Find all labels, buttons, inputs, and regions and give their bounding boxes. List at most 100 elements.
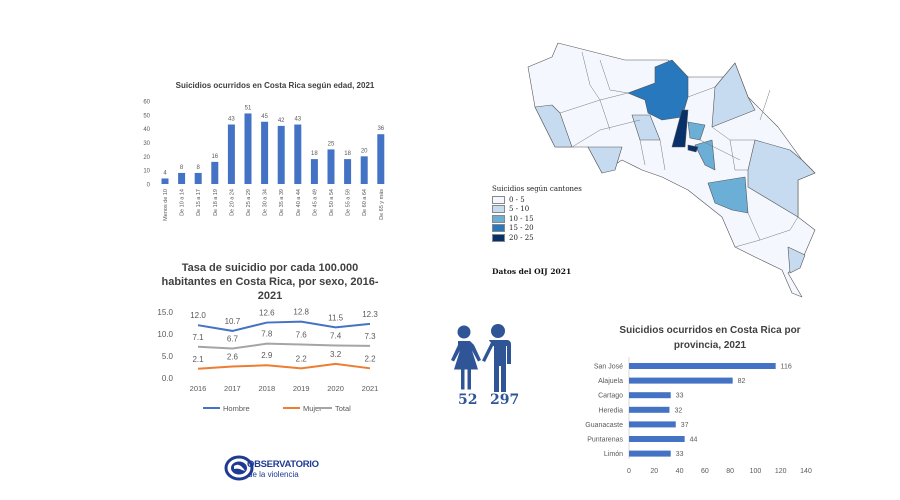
data-label: 25 xyxy=(328,141,335,147)
data-label: 18 xyxy=(344,151,351,157)
x-tick-label: 40 xyxy=(676,468,684,475)
x-tick-label: 2021 xyxy=(362,384,379,393)
x-tick-label: De 50 a 54 xyxy=(329,189,335,216)
rate-chart-title-line: Tasa de suicidio por cada 100.000 xyxy=(181,262,359,274)
legend-swatch xyxy=(492,205,505,214)
data-label: 16 xyxy=(211,154,218,160)
x-tick-label: De 30 a 34 xyxy=(263,189,269,216)
legend-label: 5 - 10 xyxy=(509,205,530,214)
bar xyxy=(629,406,670,413)
y-tick-label: 20 xyxy=(143,155,150,161)
x-tick-label: Menos de 10 xyxy=(163,189,169,221)
bar xyxy=(360,156,368,184)
x-tick-label: 2016 xyxy=(190,384,207,393)
y-tick-label: Alajuela xyxy=(598,378,623,385)
data-label: 3.2 xyxy=(330,350,342,359)
data-label: 18 xyxy=(311,151,318,157)
data-label: 42 xyxy=(278,118,285,124)
x-tick-label: 2018 xyxy=(258,384,275,393)
map-region-light xyxy=(711,62,756,128)
y-tick-label: 0 xyxy=(147,183,151,189)
y-tick-label: Cartago xyxy=(598,393,623,400)
data-label: 45 xyxy=(261,114,268,120)
rate-chart-title: Tasa de suicidio por cada 100.000 habita… xyxy=(150,261,390,303)
data-label: 36 xyxy=(377,126,384,132)
age-chart-title: Suicidios ocurridos en Costa Rica según … xyxy=(175,81,375,90)
data-label: 6.7 xyxy=(227,335,239,344)
data-label: 20 xyxy=(361,148,368,154)
bar xyxy=(244,113,252,184)
data-label: 37 xyxy=(681,422,689,429)
legend-label: 0 - 5 xyxy=(509,195,525,204)
x-tick-label: De 25 a 29 xyxy=(246,189,252,216)
legend-swatch xyxy=(492,214,505,223)
rate-line-chart: 0.0 5.0 10.0 15.0 2016 2017 2018 2019 2020 2021 12… xyxy=(157,308,379,413)
data-label: 116 xyxy=(781,364,792,371)
map-legend-item: 10 - 15 xyxy=(492,214,582,224)
bar xyxy=(327,149,335,184)
bar xyxy=(194,172,202,184)
rate-chart-title-line: 2021 xyxy=(257,290,283,302)
x-tick-label: 2020 xyxy=(327,384,344,393)
bar xyxy=(277,125,285,184)
province-bar-chart: San José 116 Alajuela 82 Cartago 33 Heredia 32 G… xyxy=(585,357,812,475)
x-tick-label: 80 xyxy=(726,468,734,475)
x-tick-label: 100 xyxy=(750,468,762,475)
bar xyxy=(211,161,219,184)
bar xyxy=(377,134,385,184)
x-tick-label: 120 xyxy=(775,468,787,475)
data-label: 2.9 xyxy=(261,351,273,360)
x-tick-label: De 18 a 19 xyxy=(213,189,219,216)
legend-swatch xyxy=(492,195,505,204)
data-label: 12.8 xyxy=(293,308,309,317)
male-count: 297 xyxy=(490,392,520,408)
bar xyxy=(294,124,302,184)
x-tick-label: De 10 a 14 xyxy=(180,189,186,216)
x-tick-label: De 35 a 39 xyxy=(279,189,285,216)
bar xyxy=(629,363,776,369)
y-tick-label: Limón xyxy=(604,451,623,458)
bar xyxy=(344,159,352,184)
y-tick-label: 0.0 xyxy=(162,374,174,383)
logo-emblem-icon xyxy=(224,455,254,481)
map-region-light xyxy=(747,139,816,218)
bar xyxy=(261,121,269,184)
data-label: 33 xyxy=(676,451,684,458)
map-region-medium xyxy=(694,139,716,171)
x-tick-label: De 40 a 44 xyxy=(296,189,302,216)
bar xyxy=(178,172,186,184)
legend-label: 10 - 15 xyxy=(509,214,534,223)
x-tick-label: 2019 xyxy=(293,384,310,393)
bar xyxy=(629,421,676,428)
province-chart-title-line: Suicidios ocurridos en Costa Rica por xyxy=(619,325,801,336)
bar xyxy=(161,178,169,184)
data-label: 7.3 xyxy=(364,332,376,341)
data-label: 32 xyxy=(674,407,682,414)
map-legend-item: 0 - 5 xyxy=(492,195,582,205)
x-tick-label: 2017 xyxy=(224,384,241,393)
map-region-darkest xyxy=(671,109,689,148)
legend-swatch xyxy=(492,224,505,233)
y-tick-label: Puntarenas xyxy=(587,437,623,444)
bar xyxy=(629,392,671,399)
series-line-mujer xyxy=(197,362,371,370)
y-tick-label: 5.0 xyxy=(162,352,174,361)
data-label: 43 xyxy=(294,117,301,123)
map-region-medium xyxy=(707,176,749,214)
age-bar-chart: 0 10 20 30 40 50 60 4 Menos de 10 8 De 10 a 14 8 De … xyxy=(143,100,385,221)
x-tick-label: De 45 a 49 xyxy=(312,189,318,216)
x-tick-label: De 55 a 59 xyxy=(346,189,352,216)
x-tick-label: De 65 y más xyxy=(379,189,385,220)
data-label: 2.6 xyxy=(227,353,239,362)
bar xyxy=(629,436,685,442)
legend-label: Total xyxy=(335,404,351,413)
x-tick-label: 60 xyxy=(701,468,709,475)
map-region-light xyxy=(587,146,623,174)
data-label: 7.6 xyxy=(296,331,308,340)
data-label: 4 xyxy=(163,170,167,176)
bar xyxy=(310,159,318,184)
legend-label: 15 - 20 xyxy=(509,224,534,233)
legend-label: 20 - 25 xyxy=(509,233,534,242)
data-label: 10.7 xyxy=(225,317,241,326)
bar xyxy=(629,377,733,384)
